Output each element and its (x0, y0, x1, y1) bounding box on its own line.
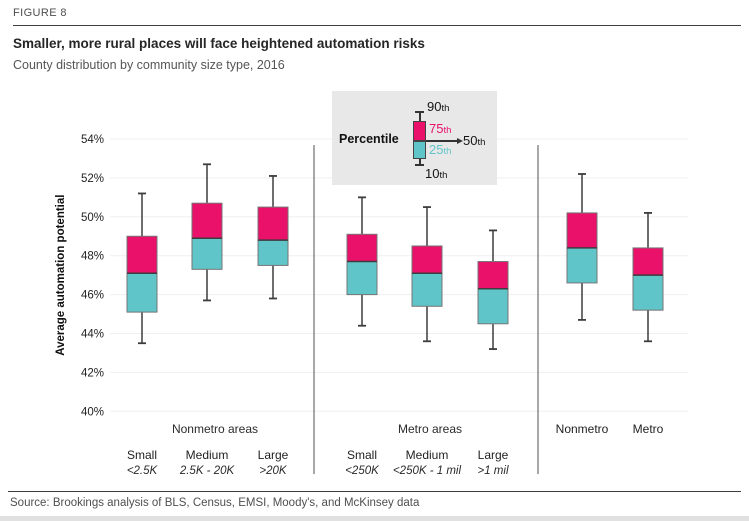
legend-median-arrowhead-icon (457, 137, 463, 144)
box-lower-quartile (477, 288, 509, 325)
legend-75th-box (413, 121, 426, 141)
box-upper-quartile (411, 245, 443, 274)
y-tick-label: 48% (81, 251, 104, 263)
source-note: Source: Brookings analysis of BLS, Censu… (10, 497, 420, 509)
legend-label-90th: 90th (427, 99, 450, 114)
legend-10th-cap (415, 164, 424, 166)
legend-90th-cap (415, 111, 424, 113)
legend-label-75th: 75th (429, 121, 452, 136)
figure-title: Smaller, more rural places will face hei… (13, 36, 425, 51)
box-upper-quartile (477, 261, 509, 290)
legend-title: Percentile (339, 132, 399, 146)
y-tick-label: 54% (81, 134, 104, 146)
figure-subtitle: County distribution by community size ty… (13, 58, 285, 72)
legend-25th-box (413, 141, 426, 159)
category-label: Small (127, 448, 157, 462)
figure-number: FIGURE 8 (13, 7, 67, 19)
group-label: Metro areas (398, 422, 462, 436)
y-tick-label: 42% (81, 367, 104, 379)
category-label: Large (478, 448, 509, 462)
y-axis-title: Average automation potential (55, 195, 67, 356)
header-rule (13, 25, 741, 26)
group-label: Nonmetro areas (172, 422, 258, 436)
box-lower-quartile (126, 272, 158, 313)
category-label: Small (347, 448, 377, 462)
y-tick-label: 46% (81, 290, 104, 302)
box-upper-quartile (346, 233, 378, 263)
footer-rule (8, 491, 741, 492)
category-sublabel: <250K - 1 mil (393, 465, 462, 477)
box-lower-quartile (257, 239, 289, 266)
category-label: Metro (633, 422, 664, 436)
legend-label-10th: 10th (425, 166, 448, 181)
box-upper-quartile (126, 235, 158, 274)
legend-label-50th: 50th (463, 133, 486, 148)
box-upper-quartile (191, 202, 223, 239)
legend-label-25th: 25th (429, 142, 452, 157)
boxplot-chart: 54% 52% 50% 48% 46% 44% 42% 40% Average automati… (55, 134, 688, 477)
category-label: Nonmetro (556, 422, 609, 436)
category-sublabel: >20K (259, 465, 288, 477)
category-sublabel: 2.5K - 20K (179, 465, 236, 477)
window-edge (0, 516, 749, 521)
box-upper-quartile (257, 206, 289, 241)
category-label: Medium (186, 448, 229, 462)
category-sublabel: <2.5K (127, 465, 159, 477)
category-label: Medium (406, 448, 449, 462)
box-upper-quartile (632, 247, 664, 276)
box-lower-quartile (632, 274, 664, 311)
category-sublabel: <250K (345, 465, 380, 477)
y-tick-label: 40% (81, 406, 104, 418)
box-lower-quartile (191, 237, 223, 270)
y-tick-label: 50% (81, 212, 104, 224)
box-lower-quartile (566, 247, 598, 284)
y-tick-label: 44% (81, 329, 104, 341)
percentile-legend: Percentile 90th 75th 50th 25th 10th (332, 91, 497, 185)
category-sublabel: >1 mil (478, 465, 509, 477)
box-lower-quartile (411, 272, 443, 307)
box-upper-quartile (566, 212, 598, 249)
category-label: Large (258, 448, 289, 462)
legend-median-arrow (426, 140, 457, 142)
box-lower-quartile (346, 261, 378, 296)
y-tick-label: 52% (81, 173, 104, 185)
